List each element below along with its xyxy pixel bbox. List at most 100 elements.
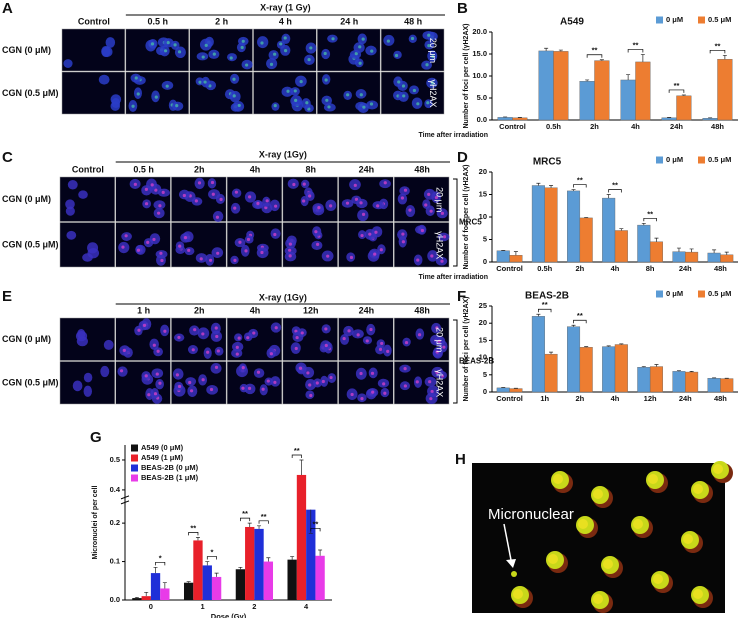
focus (273, 380, 277, 384)
bar (685, 251, 699, 263)
column-label: 4h (250, 164, 261, 174)
error-bar (299, 459, 304, 475)
focus (150, 42, 155, 46)
focus (429, 209, 433, 213)
bar (202, 565, 212, 600)
focus (403, 367, 407, 371)
focus (326, 254, 330, 258)
bar (707, 378, 721, 393)
focus (324, 327, 328, 331)
focus (370, 49, 374, 53)
nucleus (103, 339, 114, 350)
focus (194, 199, 198, 203)
bar (602, 346, 616, 393)
focus (215, 334, 219, 339)
x-tick-label: 1 (201, 602, 205, 611)
column-label: 2 h (215, 16, 228, 26)
focus (131, 104, 135, 108)
header: X-ray (1Gy) (259, 292, 307, 302)
error-bar (606, 194, 611, 199)
focus (269, 62, 274, 66)
bar (141, 596, 151, 600)
x-tick-label: 4h (611, 264, 620, 273)
micrograph-image (282, 317, 338, 361)
error-bar (571, 324, 576, 327)
focus (427, 44, 431, 48)
cell (593, 594, 603, 604)
significance: ** (577, 176, 583, 185)
focus (378, 347, 383, 351)
focus (401, 240, 405, 244)
focus (288, 242, 292, 246)
arrow-head (506, 559, 516, 568)
y-tick-label: 20 (479, 318, 487, 327)
bar (296, 474, 307, 600)
nucleus (101, 46, 113, 58)
significance: ** (592, 46, 598, 55)
x-axis-title: Time after irradiation (418, 132, 488, 139)
focus (124, 234, 128, 238)
focus (144, 187, 148, 191)
focus (219, 197, 223, 201)
bar (685, 371, 699, 393)
cell (548, 554, 558, 564)
column-label: 12h (303, 305, 319, 315)
legend-swatch (131, 464, 138, 472)
bracket (453, 178, 458, 267)
column-label: 48 h (404, 16, 422, 26)
focus (358, 61, 362, 65)
row-label: CGN (0.5 μM) (2, 240, 59, 250)
x-tick-label: 24h (670, 122, 683, 131)
focus (410, 36, 415, 41)
column-label: 4 h (279, 16, 292, 26)
bar (183, 582, 194, 600)
micrograph-label: Micronuclear (488, 506, 574, 523)
significance: ** (261, 512, 267, 521)
arrow (503, 523, 512, 561)
focus (144, 374, 148, 378)
bar (579, 347, 593, 393)
focus (191, 348, 195, 352)
focus (401, 84, 406, 88)
nucleus (110, 101, 121, 111)
focus (323, 51, 327, 56)
focus (308, 383, 312, 387)
bar (150, 573, 161, 600)
bracket (453, 319, 458, 404)
significance-bracket (538, 308, 552, 313)
error-bar (144, 591, 149, 597)
focus (358, 45, 362, 49)
focus (416, 102, 420, 106)
focus (321, 379, 325, 384)
focus (368, 232, 372, 236)
row-label: CGN (0 μM) (2, 194, 51, 204)
scale-bar: 20 μm (428, 38, 438, 63)
error-bar (257, 525, 262, 529)
focus (324, 343, 328, 348)
focus (359, 201, 363, 205)
column-label: 1 h (137, 305, 150, 315)
error-bar (247, 522, 252, 527)
bar (193, 540, 203, 600)
y-tick-label: 20.0 (472, 27, 487, 36)
error-bar (153, 566, 158, 574)
cell-line: BEAS-2B (459, 357, 494, 366)
focus (153, 392, 158, 396)
nucleus (67, 180, 78, 190)
legend-swatch (656, 16, 663, 24)
focus (316, 242, 320, 247)
cell (593, 489, 603, 499)
focus (241, 386, 245, 390)
focus (329, 204, 333, 208)
significance-bracket (668, 89, 685, 93)
column-label: Control (78, 16, 110, 26)
focus (430, 389, 434, 394)
nucleus (63, 59, 73, 68)
focus (440, 259, 444, 263)
x-tick-label: 0 (149, 602, 153, 611)
bar (579, 81, 595, 121)
focus (193, 328, 197, 332)
focus (279, 42, 283, 46)
focus (360, 397, 364, 401)
error-bar (544, 47, 549, 51)
